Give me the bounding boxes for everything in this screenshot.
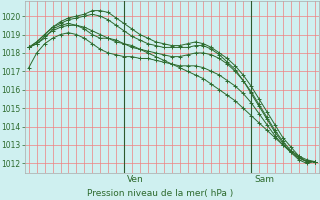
Text: Pression niveau de la mer( hPa ): Pression niveau de la mer( hPa ) xyxy=(87,189,233,198)
Text: Sam: Sam xyxy=(254,175,274,184)
Text: Ven: Ven xyxy=(127,175,144,184)
